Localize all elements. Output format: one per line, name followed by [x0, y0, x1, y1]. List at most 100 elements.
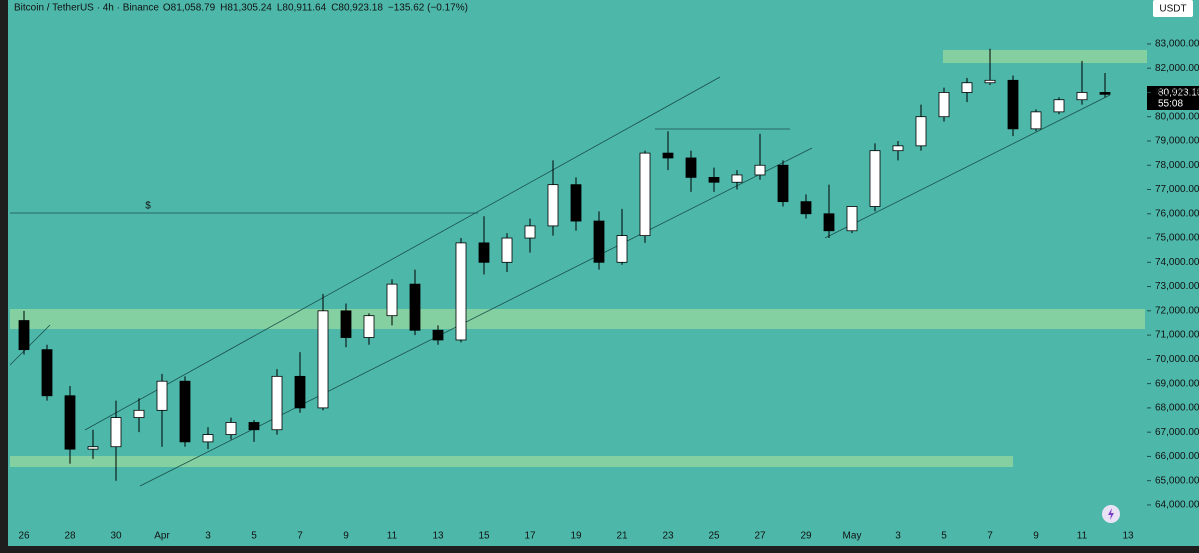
- candle-body: [133, 409, 145, 419]
- channel-upper: [84, 76, 721, 431]
- ohlc-value: −135.62 (−0.17%): [388, 3, 468, 14]
- y-tick-label: 69,000.00: [1155, 378, 1199, 389]
- y-tick-label: 65,000.00: [1155, 475, 1199, 486]
- candle-body: [409, 283, 421, 331]
- price-tag: [1147, 86, 1199, 110]
- candle-body: [593, 220, 605, 263]
- y-tick-label: 72,000.00: [1155, 305, 1199, 316]
- y-tick-label: 78,000.00: [1155, 160, 1199, 171]
- x-tick-label: 28: [64, 531, 76, 542]
- y-tick-label: 68,000.00: [1155, 403, 1199, 414]
- x-tick-label: 7: [987, 531, 993, 542]
- x-tick-label: 11: [1077, 531, 1088, 542]
- ohlc-value: C80,923.18: [331, 3, 383, 14]
- y-tick-label: 76,000.00: [1155, 208, 1199, 219]
- candle-body: [754, 164, 766, 176]
- x-tick-label: 15: [478, 531, 490, 542]
- y-tick-label: 73,000.00: [1155, 281, 1199, 292]
- candle-body: [662, 152, 674, 159]
- ohlc-legend: O81,058.79 H81,305.24 L80,911.64 C80,923.18…: [163, 3, 468, 14]
- candle-body: [294, 375, 306, 409]
- y-tick-label: 64,000.00: [1155, 500, 1199, 511]
- candle-body: [455, 242, 467, 341]
- annotation: $: [145, 201, 151, 212]
- candle-body: [547, 184, 559, 227]
- x-tick-label: 17: [524, 531, 536, 542]
- candle-body: [478, 242, 490, 263]
- candle-body: [938, 92, 950, 118]
- candle-body: [1053, 99, 1065, 113]
- candle-body: [363, 315, 375, 338]
- candle-body: [1030, 111, 1042, 130]
- currency-box: [1153, 0, 1193, 17]
- x-tick-label: 19: [570, 531, 582, 542]
- candle-body: [984, 79, 996, 84]
- candle-body: [156, 380, 168, 411]
- candle-body: [248, 422, 260, 431]
- candle-body: [800, 201, 812, 215]
- candle-body: [432, 329, 444, 341]
- y-axis: 64,000.00 65,000.00 66,000.00 67,000.00 68,0…: [1147, 39, 1199, 511]
- candle-body: [846, 206, 858, 232]
- candle-body: [616, 235, 628, 263]
- x-tick-label: 9: [343, 531, 349, 542]
- candle-body: [501, 237, 513, 263]
- candle-body: [639, 152, 651, 237]
- y-tick-label: 71,000.00: [1155, 330, 1199, 341]
- y-tick-label: 79,000.00: [1155, 136, 1199, 147]
- candle-body: [179, 380, 191, 443]
- trend-line: [824, 94, 1111, 239]
- currency[interactable]: USDT: [1159, 4, 1186, 15]
- ohlc-value: H81,305.24: [220, 3, 272, 14]
- ohlc-value: O81,058.79: [163, 3, 216, 14]
- support-zone: [10, 309, 1145, 329]
- candle-body: [110, 417, 122, 448]
- candle-body: [202, 434, 214, 443]
- x-tick-label: 3: [205, 531, 211, 542]
- y-tick-label: 80,000.00: [1155, 111, 1199, 122]
- candle-body: [685, 157, 697, 178]
- ohlc-value: L80,911.64: [277, 3, 327, 14]
- x-tick-label: Apr: [154, 531, 170, 542]
- candle-body: [1007, 79, 1019, 130]
- symbol-title: Bitcoin / TetherUS · 4h · Binance: [14, 3, 159, 14]
- candle-body: [386, 283, 398, 317]
- candle-body: [18, 320, 30, 351]
- x-tick-label: 26: [18, 531, 30, 542]
- candle-body: [87, 446, 99, 450]
- left-border: [0, 0, 8, 553]
- x-tick-label: 29: [800, 531, 812, 542]
- y-tick-label: 74,000.00: [1155, 257, 1199, 268]
- x-tick-label: 25: [708, 531, 720, 542]
- candle-body: [225, 422, 237, 435]
- trend-line: [9, 324, 51, 366]
- x-tick-label: 5: [941, 531, 947, 542]
- y-tick-label: 83,000.00: [1155, 39, 1199, 50]
- resistance-zone: [943, 50, 1147, 63]
- y-tick-label: 70,000.00: [1155, 354, 1199, 365]
- x-tick-label: 13: [1122, 531, 1134, 542]
- x-tick-label: 23: [662, 531, 674, 542]
- x-tick-label: 9: [1033, 531, 1039, 542]
- demand-zone: [10, 456, 1013, 467]
- x-tick-label: 3: [895, 531, 901, 542]
- candle-body: [708, 176, 720, 183]
- x-tick-label: 5: [251, 531, 257, 542]
- candle-body: [340, 310, 352, 338]
- candle-body: [731, 174, 743, 183]
- x-tick-label: 13: [432, 531, 444, 542]
- x-tick-label: 11: [387, 531, 398, 542]
- candle-body: [570, 184, 582, 222]
- candle-body: [524, 225, 536, 239]
- candle-body: [869, 150, 881, 207]
- candle-body: [317, 310, 329, 409]
- y-tick-label: 75,000.00: [1155, 233, 1199, 244]
- candle-body: [1099, 92, 1111, 95]
- y-tick-label: 66,000.00: [1155, 451, 1199, 462]
- candle-body: [892, 145, 904, 152]
- candle-body: [823, 213, 835, 232]
- y-tick-label: 67,000.00: [1155, 427, 1199, 438]
- x-tick-label: 27: [754, 531, 766, 542]
